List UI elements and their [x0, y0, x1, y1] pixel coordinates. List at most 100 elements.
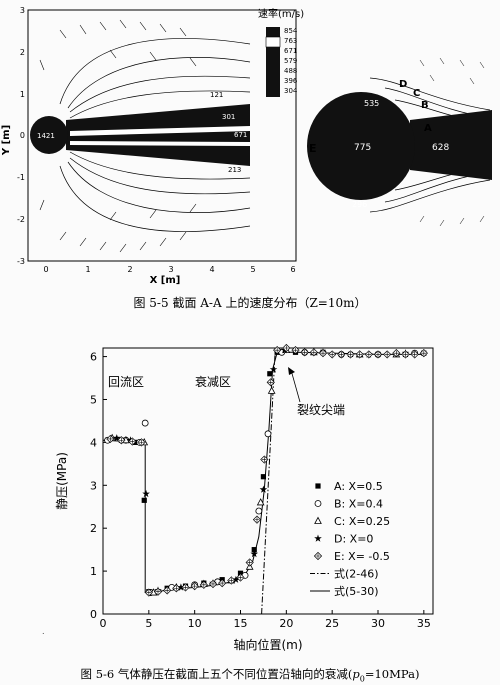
series-point-3: [177, 583, 185, 591]
annotation-decay: 衰减区: [195, 374, 231, 389]
left-panel-frame: [27, 9, 297, 262]
figure-5-5-caption: 图 5-5 截面 A-A 上的速度分布（Z=10m）: [133, 296, 367, 310]
series-point-3: [250, 549, 259, 558]
series-point-4: [153, 587, 163, 596]
series-point-4: [128, 437, 137, 446]
contour-label-535: 535: [364, 99, 379, 108]
series-point-4-cross: [247, 560, 253, 565]
left-panel: 121 301 671 213 1421 0 1 2 3 4 5 6 3 2 1…: [1, 6, 297, 286]
svg-text:3: 3: [20, 6, 25, 15]
series-point-4-cross: [338, 352, 344, 357]
series-point-4-cross: [421, 350, 427, 356]
svg-text:-3: -3: [17, 257, 25, 266]
contour-label-121: 121: [210, 91, 223, 99]
series-line-5: [261, 347, 276, 615]
series-point-4-cross: [164, 588, 170, 593]
svg-text:5: 5: [250, 265, 255, 274]
series-point-4: [355, 350, 364, 359]
svg-text:763: 763: [284, 37, 297, 45]
svg-text:304: 304: [284, 87, 298, 95]
series-point-4: [300, 348, 309, 357]
series-point-0: [237, 570, 244, 576]
chart-legend: A: X=0.5 B: X=0.4 C: X=0.25 D: X=0 E: X= -0.…: [310, 480, 390, 598]
crack-tip-arrow: [290, 369, 301, 403]
x-tick-label: 30: [371, 617, 385, 630]
series-point-4: [260, 455, 269, 464]
velocity-figure: 121 301 671 213 1421 0 1 2 3 4 5 6 3 2 1…: [1, 6, 492, 286]
series-point-4: [328, 350, 337, 359]
series-point-4-cross: [107, 436, 113, 442]
legend-marker-2: [314, 516, 322, 524]
region-label-a: A: [424, 123, 432, 134]
x-tick-label: 15: [234, 617, 248, 630]
y-tick-label: 4: [90, 436, 97, 449]
series-point-4: [227, 576, 236, 585]
series-point-4-cross: [293, 347, 298, 353]
series-point-0: [251, 547, 257, 553]
y-tick-label: 6: [90, 351, 97, 364]
series-point-1: [264, 430, 272, 438]
jet-core-streak: [70, 126, 250, 136]
series-point-4: [236, 573, 245, 582]
svg-text:3: 3: [168, 265, 173, 274]
velocity-legend: 速率(m/s) 854 763 671 579 488 396 304: [258, 7, 304, 97]
annotation-backflow: 回流区: [108, 375, 144, 389]
legend-marker-4-cross: [315, 553, 321, 559]
svg-text:488: 488: [284, 67, 297, 75]
right-vector-field: [419, 57, 485, 227]
series-point-3: [112, 434, 121, 442]
series-point-3: [259, 485, 268, 493]
legend-label-5: 式(2-46): [334, 568, 379, 581]
series-point-4-cross: [173, 585, 179, 591]
x-axis-label: X [m]: [150, 275, 181, 286]
y-tick-label: 1: [90, 565, 97, 578]
series-point-3: [232, 575, 240, 583]
axis-ticks: 0 5 10 15 20 25 30 35 0 1 2 3 4 5 6: [90, 351, 431, 630]
contour-lines: [59, 38, 251, 232]
right-panel: 535 775 628 296 D C B A E: [307, 57, 492, 227]
series-point-4-cross: [228, 578, 234, 583]
plot-frame: [102, 347, 434, 615]
series-point-4-cross: [201, 582, 207, 588]
svg-text:0: 0: [20, 131, 25, 140]
region-label-d: D: [399, 79, 407, 90]
svg-text:-2: -2: [17, 215, 25, 224]
series-point-4-cross: [274, 347, 280, 353]
series-point-4: [144, 588, 153, 597]
chart-y-label: 静压(MPa): [55, 452, 69, 510]
svg-text:6: 6: [290, 265, 295, 274]
series-point-4: [309, 348, 318, 357]
series-point-4: [364, 350, 373, 359]
legend-marker-3: [314, 534, 322, 542]
velocity-legend-levels: 854 763 671 579 488 396 304: [284, 27, 298, 95]
caption-subscript: 0: [359, 674, 365, 684]
series-point-4-cross: [268, 379, 274, 385]
series-point-4: [346, 350, 355, 359]
region-label-e: E: [309, 142, 317, 155]
legend-label-1: B: X=0.4: [334, 498, 383, 511]
y-tick-label: 5: [90, 393, 97, 406]
series-point-4-cross: [366, 352, 372, 357]
series-point-4-cross: [357, 352, 363, 357]
svg-text:-1: -1: [17, 173, 25, 182]
contour-label-1421: 1421: [37, 132, 55, 140]
figure-5-6-caption: 图 5-6 气体静压在截面上五个不同位置沿轴向的衰减(p0=10MPa): [0, 666, 500, 683]
series-point-4: [208, 579, 218, 589]
contour-label-296: 296: [352, 200, 367, 209]
series-point-4-cross: [238, 575, 243, 580]
vector-field: [39, 19, 197, 253]
right-jet-core: [410, 110, 492, 180]
series-point-4-cross: [384, 352, 390, 357]
series-point-4-cross: [155, 589, 161, 595]
y-tick-label: 2: [90, 522, 97, 535]
series-point-4: [106, 434, 115, 444]
svg-text:1: 1: [85, 265, 90, 274]
y-axis-label: Y [m]: [1, 125, 12, 156]
x-tick-label: 35: [417, 617, 431, 630]
caption-var: p: [352, 667, 360, 681]
series-point-4-cross: [183, 585, 188, 590]
series-point-4-cross: [210, 581, 216, 587]
series-point-4-cross: [393, 350, 399, 356]
caption-suffix: =10MPa): [364, 667, 420, 681]
